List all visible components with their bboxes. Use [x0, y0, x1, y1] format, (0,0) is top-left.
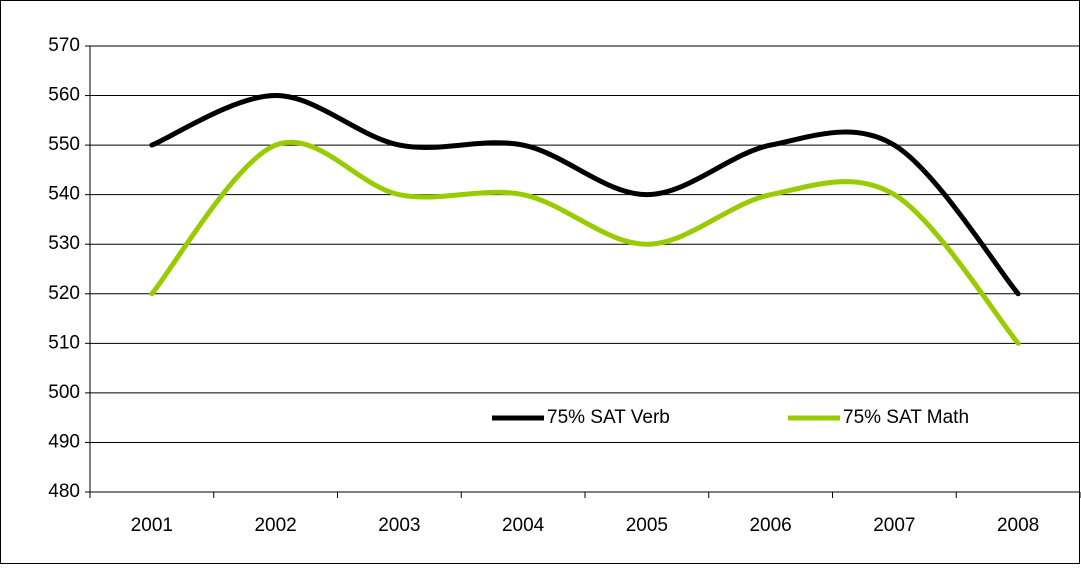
- y-tick-label: 490: [48, 431, 80, 452]
- x-tick-label: 2005: [626, 515, 668, 536]
- x-tick-label: 2004: [502, 515, 545, 536]
- legend-label: 75% SAT Verb: [547, 407, 670, 428]
- y-tick-label: 480: [48, 481, 80, 502]
- y-tick-label: 520: [48, 283, 80, 304]
- x-tick-label: 2007: [873, 515, 915, 536]
- y-tick-label: 530: [48, 233, 80, 254]
- y-tick-label: 570: [48, 35, 80, 56]
- y-tick-label: 560: [48, 85, 80, 106]
- line-series: [149, 93, 1021, 297]
- x-tick-label: 2006: [749, 515, 791, 536]
- line-series: [149, 139, 1021, 346]
- y-tick-label: 500: [48, 382, 80, 403]
- y-tick-label: 550: [48, 134, 80, 155]
- x-tick-label: 2002: [254, 515, 296, 536]
- y-tick-label: 540: [48, 184, 80, 205]
- x-tick-label: 2001: [131, 515, 173, 536]
- y-tick-label: 510: [48, 332, 80, 353]
- x-tick-label: 2003: [378, 515, 420, 536]
- x-tick-label: 2008: [997, 515, 1039, 536]
- legend-label: 75% SAT Math: [843, 407, 969, 428]
